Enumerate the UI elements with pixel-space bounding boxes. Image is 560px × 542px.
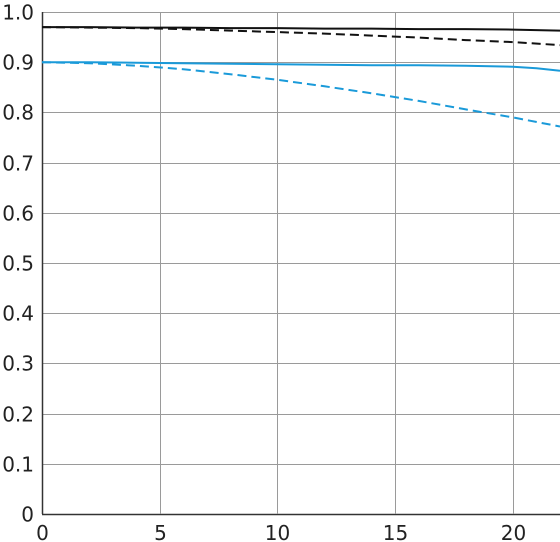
series-line-3 xyxy=(42,61,560,72)
tick-label-layer: 0 0.1 0.2 0.3 0.4 0.5 0.6 0.7 0.8 0.9 1.0 0 5 10 15 20 xyxy=(2,1,526,542)
y-tick-label: 0.1 xyxy=(2,453,34,477)
y-tick-label: 1.0 xyxy=(2,1,34,25)
y-tick-label: 0.4 xyxy=(2,302,34,326)
y-tick-label: 0.2 xyxy=(2,403,34,427)
series-line-4 xyxy=(41,61,560,128)
y-tick-label: 0.7 xyxy=(2,152,34,176)
y-tick-label: 0.3 xyxy=(2,352,34,376)
x-tick-label: 20 xyxy=(501,521,526,542)
x-tick-label: 0 xyxy=(36,521,49,542)
y-tick-label: 0.5 xyxy=(2,252,34,276)
x-tick-label: 5 xyxy=(154,521,167,542)
y-tick-label: 0.6 xyxy=(2,202,34,226)
y-tick-label: 0.9 xyxy=(2,51,34,75)
y-tick-label: 0.8 xyxy=(2,101,34,125)
series-line-2 xyxy=(41,26,560,47)
grid-layer xyxy=(41,12,560,516)
x-tick-label: 15 xyxy=(383,521,408,542)
x-tick-label: 10 xyxy=(265,521,290,542)
y-tick-label: 0 xyxy=(21,503,34,527)
series-layer xyxy=(41,26,560,128)
